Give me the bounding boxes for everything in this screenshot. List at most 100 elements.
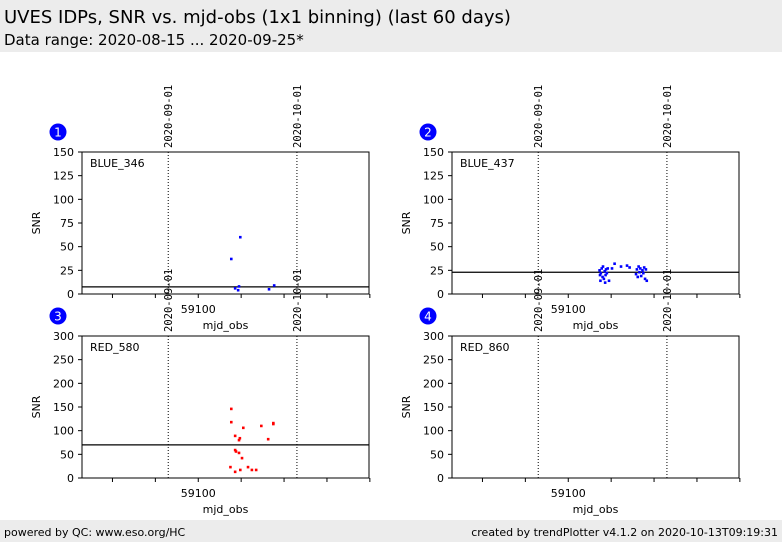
data-point [229,407,233,411]
data-point [237,451,241,455]
data-point [272,284,276,287]
data-point [598,269,601,272]
data-point [229,257,233,261]
y-tick-label: 125 [53,170,74,183]
date-marker-label: 2020-09-01 [533,85,545,148]
panel-number: 2 [424,126,432,140]
y-tick-label: 100 [423,193,444,206]
data-point [260,424,263,428]
data-point [236,288,240,292]
y-tick-label: 50 [430,241,444,254]
data-point [601,265,605,268]
y-tick-label: 50 [60,448,74,461]
data-point [601,275,604,279]
date-marker-label: 2020-09-01 [533,269,545,332]
y-tick-label: 300 [53,330,74,343]
data-point [610,267,614,270]
footer: powered by QC: www.eso.org/HC created by… [0,520,782,542]
data-point [635,268,639,271]
y-tick-label: 150 [423,401,444,414]
panel-2: 2 2020-09-01 2020-10-01 BLUE_437 0 25 50 75 100 1… [400,85,741,332]
panel-number: 3 [54,310,62,324]
series-label: BLUE_346 [90,157,145,170]
date-marker-label: 2020-10-01 [292,85,304,148]
panel-1: 1 2020-09-01 2020-10-01 BLUE_346 0 25 50 75 100 1… [30,85,371,332]
y-tick-label: 0 [67,472,74,485]
series-label: RED_580 [90,341,140,354]
footer-powered-by[interactable]: powered by QC: www.eso.org/HC [4,526,186,539]
panel-number-badge [419,123,437,141]
data-point [637,265,640,268]
series-label: RED_860 [460,341,510,354]
x-tick-label: 59100 [551,303,586,316]
x-tick-label: 59100 [181,303,216,316]
data-point [644,268,648,271]
y-axis-label: SNR [30,395,43,418]
data-point [250,468,254,472]
panel-3: 3 2020-09-01 2020-10-01 RED_580 0 50 100 150 200… [30,269,371,516]
y-tick-label: 150 [423,146,444,159]
plot-frame [451,335,740,479]
data-point [636,275,640,279]
date-marker-label: 2020-09-01 [163,269,175,332]
plot-frame [81,151,370,295]
y-tick-label: 300 [423,330,444,343]
data-point [229,420,233,424]
y-tick-label: 250 [53,354,74,367]
data-point [642,271,645,275]
data-point [599,279,602,283]
data-point [613,262,616,266]
data-point [639,267,642,270]
panel-number: 4 [424,310,432,324]
data-point [642,266,646,269]
data-point [606,267,610,270]
date-marker-label: 2020-10-01 [292,269,304,332]
y-tick-label: 75 [430,217,444,230]
y-tick-label: 100 [423,425,444,438]
y-tick-label: 150 [53,401,74,414]
data-point [254,468,258,472]
data-point [634,272,638,276]
data-point [272,422,275,426]
data-point [242,426,245,430]
data-point [599,271,603,275]
data-point [233,434,237,438]
data-point [641,269,644,272]
data-point [645,279,649,283]
y-axis-label: SNR [30,211,43,234]
panel-number-badge [419,307,437,325]
data-point [229,465,232,469]
data-point [237,438,241,442]
data-point [233,470,237,474]
y-axis-label: SNR [400,211,413,234]
data-point [600,267,604,270]
data-point [239,235,242,239]
y-tick-label: 25 [430,264,444,277]
y-tick-label: 200 [423,377,444,390]
y-tick-label: 0 [437,288,444,301]
data-point [604,273,607,277]
data-point [619,265,623,268]
footer-created-by: created by trendPlotter v4.1.2 on 2020-1… [471,526,778,539]
data-point [233,287,237,290]
y-tick-label: 25 [60,264,74,277]
data-point [237,285,241,288]
data-point [603,269,607,273]
y-tick-label: 150 [53,146,74,159]
data-point [266,437,270,441]
y-tick-label: 125 [423,170,444,183]
y-tick-label: 100 [53,425,74,438]
data-point [267,287,271,291]
data-point [238,436,242,440]
x-tick-label: 59100 [181,487,216,500]
data-point [233,448,237,452]
data-point [639,274,643,278]
date-marker-label: 2020-09-01 [163,85,175,148]
y-tick-label: 75 [60,217,74,230]
x-axis-label: mjd_obs [203,503,249,516]
data-point [240,456,244,460]
x-axis-label: mjd_obs [573,319,619,332]
data-point [628,266,631,269]
data-point [604,268,608,271]
